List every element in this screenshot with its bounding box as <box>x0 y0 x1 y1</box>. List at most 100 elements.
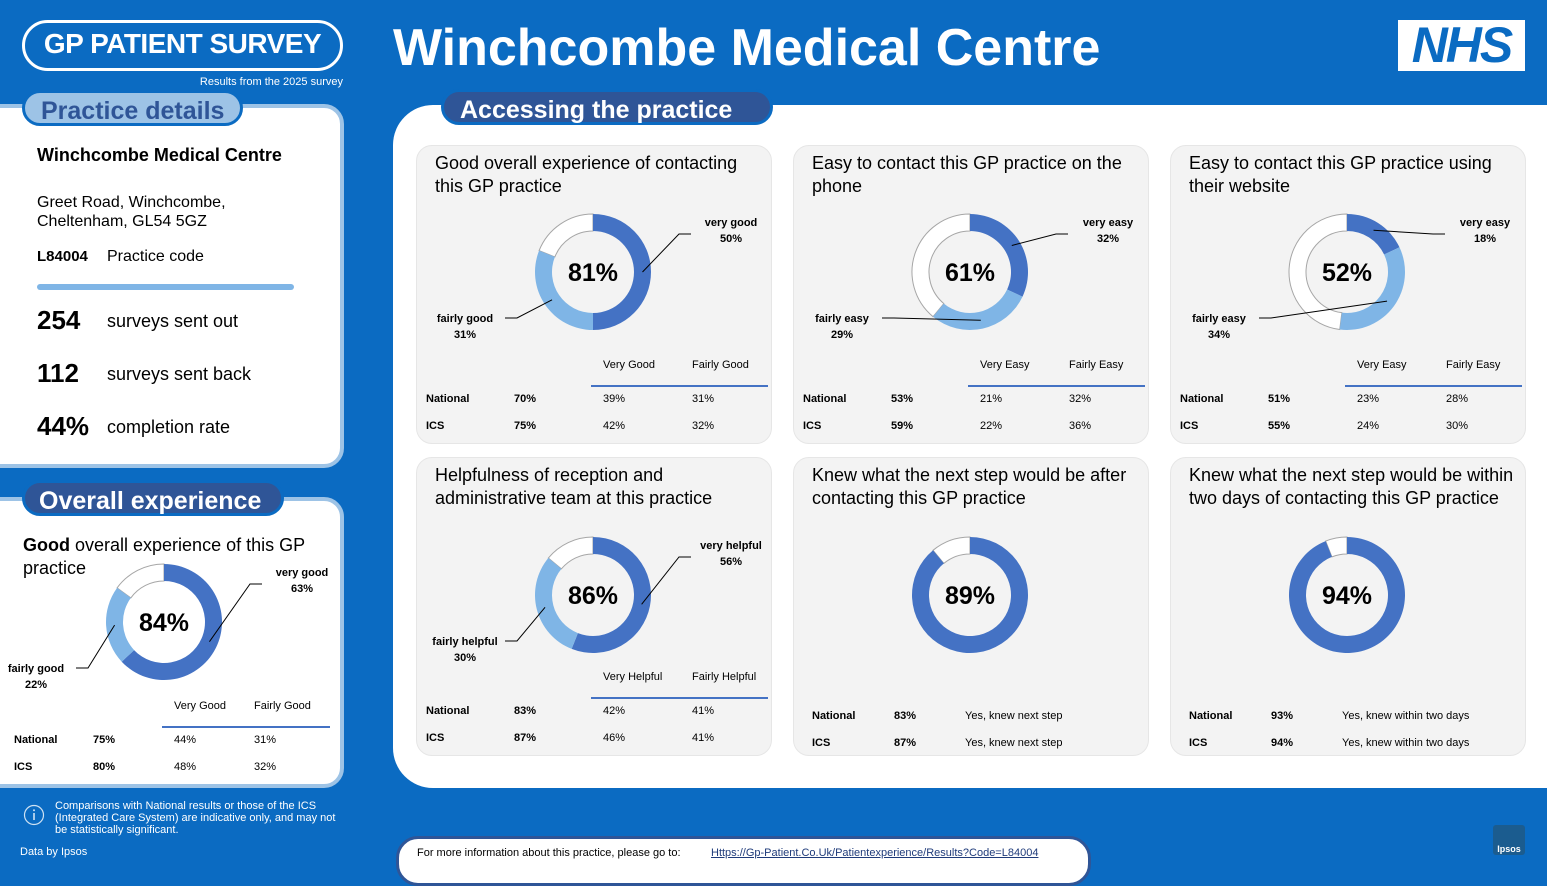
row-value: Yes, knew next step <box>965 710 1063 722</box>
card-title: Knew what the next step would be within … <box>1189 465 1514 508</box>
row-value: Yes, knew within two days <box>1342 710 1470 722</box>
stat-value: 112 <box>37 358 79 388</box>
address-line: Cheltenham, GL54 5GZ <box>37 213 207 230</box>
row-value: 59% <box>891 420 914 432</box>
row-value: 32% <box>1069 393 1092 405</box>
row-value: 41% <box>692 705 715 717</box>
overall-question: Good overall experience of this GP practi… <box>23 534 318 580</box>
row-name: National <box>426 393 470 405</box>
divider <box>37 284 294 290</box>
row-value: 94% <box>1271 737 1294 749</box>
row-value: 42% <box>603 420 626 432</box>
row-value: 22% <box>980 420 1003 432</box>
row-name: National <box>14 734 58 746</box>
logo-frame <box>22 20 343 71</box>
row-value: 21% <box>980 393 1003 405</box>
column-header: Fairly Easy <box>1446 359 1501 371</box>
overall-heading: Overall experience <box>22 480 285 516</box>
stat-label: surveys sent out <box>107 311 239 331</box>
row-value: 93% <box>1271 710 1294 722</box>
survey-logo: GP PATIENT SURVEY <box>43 28 322 59</box>
column-header: Very Easy <box>1357 359 1407 371</box>
card-title: Helpfulness of reception and administrat… <box>435 465 713 508</box>
card-title: Good overall experience of contacting th… <box>435 153 738 196</box>
row-value: 31% <box>254 734 277 746</box>
row-name: ICS <box>812 737 831 749</box>
page: {"header": {"logo": "GP PATIENT SURVEY",… <box>0 19 1547 886</box>
info-icon <box>23 804 45 826</box>
row-value: 32% <box>692 420 715 432</box>
row-value: 87% <box>894 737 917 749</box>
address-line: Greet Road, Winchcombe, <box>37 194 226 211</box>
row-value: 41% <box>692 732 715 744</box>
practice-address: Greet Road, Winchcombe, Cheltenham, GL54… <box>37 193 226 231</box>
row-name: National <box>426 705 470 717</box>
row-name: ICS <box>426 420 445 432</box>
row-value: Yes, knew next step <box>965 737 1063 749</box>
row-value: 24% <box>1357 420 1380 432</box>
row-value: 46% <box>603 732 626 744</box>
more-info-text: For more information about this practice… <box>417 847 681 859</box>
practice-code-label: Practice code <box>107 248 204 265</box>
stat-value: 44% <box>37 411 90 441</box>
question-text: overall experience of this GP practice <box>23 535 305 578</box>
access-heading: Accessing the practice <box>441 89 773 125</box>
row-value: 48% <box>174 761 197 773</box>
card-title: Knew what the next step would be after c… <box>812 465 1127 508</box>
column-header: Very Good <box>174 700 226 712</box>
row-name: ICS <box>426 732 445 744</box>
row-value: 30% <box>1446 420 1469 432</box>
row-value: 70% <box>514 393 537 405</box>
column-header: Fairly Helpful <box>692 671 757 683</box>
question-emphasis: Good <box>23 535 70 555</box>
row-name: ICS <box>1189 737 1208 749</box>
header-rule <box>162 726 330 728</box>
more-info-box <box>396 836 1091 886</box>
column-header: Fairly Good <box>692 359 749 371</box>
card-title: Easy to contact this GP practice on the … <box>812 153 1122 196</box>
row-value: 80% <box>93 761 116 773</box>
row-value: 42% <box>603 705 626 717</box>
row-name: ICS <box>14 761 33 773</box>
row-value: 55% <box>1268 420 1291 432</box>
stat-label: completion rate <box>107 417 231 437</box>
survey-note: Results from the 2025 survey <box>199 76 343 88</box>
data-source: Data by Ipsos <box>20 846 88 858</box>
row-name: National <box>1189 710 1233 722</box>
column-header: Fairly Good <box>254 700 311 712</box>
header-rule <box>968 385 1145 387</box>
row-value: 32% <box>254 761 277 773</box>
practice-name: Winchcombe Medical Centre <box>37 145 282 165</box>
row-value: 44% <box>174 734 197 746</box>
column-header: Very Helpful <box>603 671 663 683</box>
nhs-logo: NHS <box>1398 20 1525 71</box>
row-value: 31% <box>692 393 715 405</box>
page-body: GP PATIENT SURVEY Results from the 2025 … <box>0 19 1547 886</box>
stat-value: 254 <box>37 305 81 335</box>
practice-code: L84004 <box>37 248 88 265</box>
row-value: 23% <box>1357 393 1380 405</box>
practice-heading: Practice details <box>22 90 244 126</box>
row-value: 83% <box>894 710 917 722</box>
row-name: National <box>803 393 847 405</box>
row-value: 87% <box>514 732 537 744</box>
column-header: Very Easy <box>980 359 1030 371</box>
row-name: ICS <box>1180 420 1199 432</box>
card-title: Easy to contact this GP practice using t… <box>1189 153 1492 196</box>
footnote: Comparisons with National results or tho… <box>55 800 336 836</box>
row-value: 75% <box>514 420 537 432</box>
row-value: 39% <box>603 393 626 405</box>
column-header: Very Good <box>603 359 655 371</box>
row-value: 83% <box>514 705 537 717</box>
row-name: National <box>1180 393 1224 405</box>
stat-label: surveys sent back <box>107 364 252 384</box>
row-name: National <box>812 710 856 722</box>
row-name: ICS <box>803 420 822 432</box>
header-rule <box>591 697 768 699</box>
more-info-link[interactable]: Https://Gp-Patient.Co.Uk/Patientexperien… <box>711 847 1039 859</box>
row-value: 28% <box>1446 393 1469 405</box>
column-header: Fairly Easy <box>1069 359 1124 371</box>
ipsos-logo: Ipsos <box>1493 825 1525 855</box>
row-value: Yes, knew within two days <box>1342 737 1470 749</box>
header-rule <box>591 385 768 387</box>
